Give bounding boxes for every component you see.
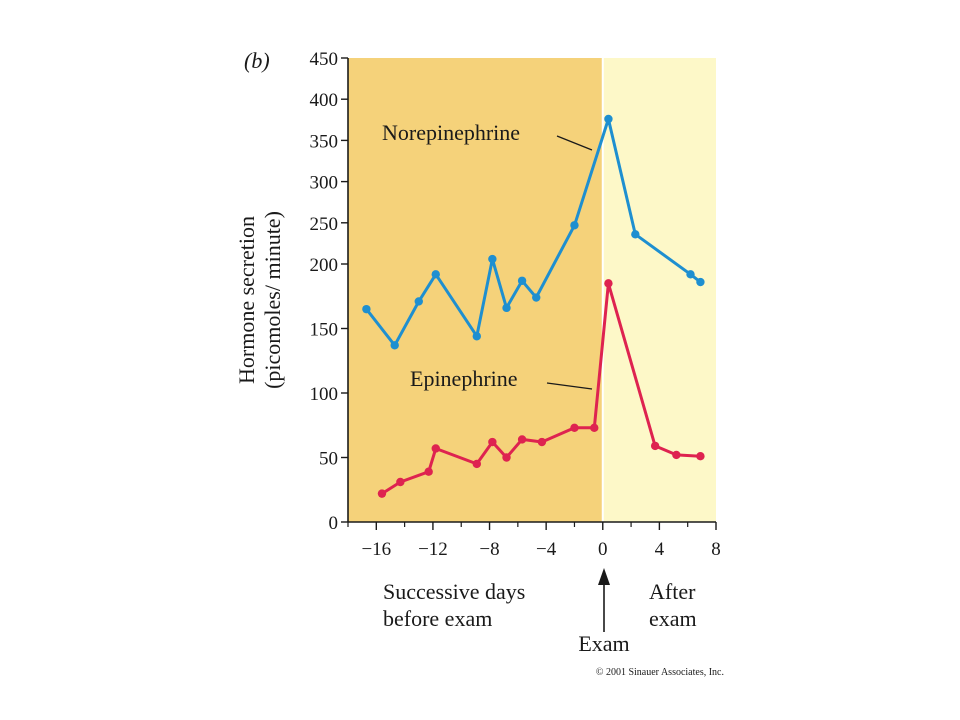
x-tick-label: −8 <box>479 539 499 560</box>
data-point-norepinephrine <box>390 341 399 350</box>
epinephrine-leader-line <box>546 382 593 390</box>
data-point-norepinephrine <box>532 293 541 302</box>
data-point-epinephrine <box>472 459 481 469</box>
x-tick-label: 0 <box>598 539 608 560</box>
y-tick-label: 50 <box>319 449 338 470</box>
data-point-epinephrine <box>650 441 660 451</box>
data-point-epinephrine <box>672 450 681 460</box>
x-tick-label: −12 <box>418 539 448 560</box>
data-point-norepinephrine <box>472 332 481 341</box>
y-tick-label: 0 <box>329 513 339 534</box>
data-point-epinephrine <box>502 453 511 462</box>
data-point-norepinephrine <box>604 114 613 124</box>
y-axis-label-line2: (picomoles/ minute) <box>260 211 285 389</box>
data-point-epinephrine <box>431 444 440 453</box>
data-point-epinephrine <box>517 435 527 444</box>
data-point-epinephrine <box>396 477 405 487</box>
region-0 <box>348 58 603 522</box>
after-exam-label-line2: exam <box>649 606 697 631</box>
data-point-epinephrine <box>604 279 613 288</box>
series-label-norepinephrine: Norepinephrine <box>382 120 520 145</box>
data-point-norepinephrine <box>631 230 640 239</box>
y-tick-label: 450 <box>310 49 339 70</box>
data-point-epinephrine <box>570 423 579 433</box>
y-tick-label: 250 <box>310 214 339 235</box>
exam-arrow <box>598 568 610 632</box>
data-point-epinephrine <box>377 489 387 498</box>
series-group <box>362 114 705 498</box>
x-tick-label: −16 <box>361 539 391 560</box>
data-point-norepinephrine <box>488 254 497 264</box>
shaded-regions <box>348 58 716 522</box>
series-label-epinephrine: Epinephrine <box>410 366 518 391</box>
before-exam-label-line1: Successive days <box>383 579 525 604</box>
x-tick-label: 4 <box>655 539 665 560</box>
data-point-epinephrine <box>424 467 433 476</box>
data-point-norepinephrine <box>431 270 440 279</box>
series-line-norepinephrine <box>365 117 702 347</box>
data-point-norepinephrine <box>696 277 705 287</box>
exam-label: Exam <box>578 631 629 656</box>
data-point-norepinephrine <box>686 270 695 279</box>
y-axis-label-line1: Hormone secretion <box>234 216 259 384</box>
data-point-epinephrine <box>537 437 547 447</box>
chart-axes <box>347 58 716 523</box>
before-exam-label-line2: before exam <box>383 606 492 631</box>
y-tick-label: 400 <box>310 90 339 111</box>
tick-labels: 0 50 100 150 200 250 300 350 400 450 −16 −12 −8 −4 0 4 8 <box>310 49 721 560</box>
data-point-norepinephrine <box>362 304 371 314</box>
panel-label: (b) <box>244 48 270 73</box>
y-tick-label: 300 <box>310 173 339 194</box>
data-point-epinephrine <box>488 437 497 447</box>
y-tick-label: 150 <box>310 320 339 341</box>
x-tick-label: −4 <box>536 539 557 560</box>
region-1 <box>602 58 716 522</box>
norepinephrine-leader-line <box>556 135 593 151</box>
data-point-norepinephrine <box>414 297 423 306</box>
y-tick-label: 100 <box>310 384 339 405</box>
x-tick-label: 8 <box>711 539 721 560</box>
data-point-epinephrine <box>696 452 705 461</box>
y-tick-label: 200 <box>310 255 339 276</box>
copyright-notice: © 2001 Sinauer Associates, Inc. <box>596 667 724 678</box>
data-point-norepinephrine <box>502 303 511 313</box>
after-exam-label-line1: After <box>649 579 696 604</box>
data-point-epinephrine <box>590 423 599 433</box>
y-tick-label: 350 <box>310 131 339 152</box>
data-point-norepinephrine <box>517 276 527 285</box>
data-point-norepinephrine <box>570 221 579 230</box>
